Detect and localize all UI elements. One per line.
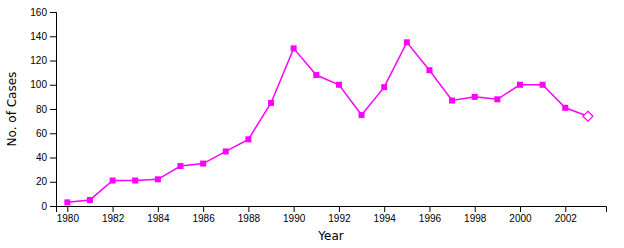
point — [359, 112, 365, 118]
y-axis: 0 20 40 60 80 100 120 140 160 — [30, 7, 56, 212]
y-tick: 120 — [30, 55, 56, 66]
point — [472, 94, 478, 100]
point — [562, 105, 568, 111]
x-tick: 1996 — [419, 206, 442, 224]
line — [67, 42, 588, 202]
x-tick-mark — [520, 206, 521, 212]
y-tick-label: 20 — [36, 176, 48, 187]
x-tick-mark — [203, 206, 204, 212]
y-tick-label: 80 — [36, 104, 48, 115]
x-tick: 1982 — [102, 206, 125, 224]
point — [404, 39, 410, 45]
y-tick-mark — [50, 206, 56, 207]
x-tick-label: 1992 — [328, 213, 351, 224]
x-tick-label: 1994 — [374, 213, 397, 224]
y-tick-label: 0 — [41, 201, 47, 212]
y-tick: 40 — [36, 152, 56, 163]
point — [540, 82, 546, 88]
y-tick-label: 100 — [30, 79, 47, 90]
y-tick-mark — [50, 36, 56, 37]
point — [494, 96, 500, 102]
y-tick-label: 40 — [36, 152, 48, 163]
x-tick: 1984 — [147, 206, 170, 224]
point — [245, 136, 251, 142]
y-tick-label: 120 — [30, 55, 47, 66]
x-axis-line — [57, 207, 607, 213]
y-tick: 160 — [30, 7, 56, 18]
y-tick-label: 140 — [30, 31, 47, 42]
x-tick: 1988 — [238, 206, 261, 224]
x-tick-label: 1984 — [147, 213, 170, 224]
point — [268, 100, 274, 106]
x-tick: 1994 — [374, 206, 397, 224]
x-tick-label: 1996 — [419, 213, 442, 224]
x-tick: 1998 — [464, 206, 487, 224]
x-tick-label: 1990 — [283, 213, 306, 224]
y-tick-mark — [50, 158, 56, 159]
x-tick-mark — [67, 206, 68, 212]
y-axis-line — [50, 13, 57, 207]
x-axis: 1980 1982 1984 1986 1988 1990 1992 1994 1996 1998… — [57, 206, 607, 224]
point — [583, 111, 593, 121]
x-tick: 1990 — [283, 206, 306, 224]
y-tick: 20 — [36, 176, 56, 187]
x-tick-mark — [339, 206, 340, 212]
x-tick-label: 1980 — [57, 213, 80, 224]
x-tick: 2000 — [509, 206, 532, 224]
point — [517, 82, 523, 88]
point — [313, 72, 319, 78]
x-tick: 1992 — [328, 206, 351, 224]
y-tick: 60 — [36, 128, 56, 139]
y-tick-mark — [50, 12, 56, 13]
point — [200, 161, 206, 167]
x-tick-mark — [113, 206, 114, 212]
y-tick-label: 60 — [36, 128, 48, 139]
point — [426, 67, 432, 73]
x-tick-mark — [248, 206, 249, 212]
marks — [64, 39, 593, 205]
x-tick-mark — [475, 206, 476, 212]
y-axis-title: No. of Cases — [5, 72, 19, 147]
y-tick: 0 — [41, 201, 56, 212]
y-tick-mark — [50, 85, 56, 86]
x-tick-mark — [158, 206, 159, 212]
x-tick-label: 1988 — [238, 213, 261, 224]
x-tick-label: 2000 — [509, 213, 532, 224]
x-tick: 2002 — [555, 206, 578, 224]
x-tick: 1986 — [192, 206, 215, 224]
point — [132, 178, 138, 184]
point — [87, 197, 93, 203]
x-tick-mark — [294, 206, 295, 212]
x-tick-label: 1982 — [102, 213, 125, 224]
point — [177, 163, 183, 169]
x-tick-label: 1998 — [464, 213, 487, 224]
point — [381, 84, 387, 90]
point — [223, 148, 229, 154]
plot: 1980 1982 1984 1986 1988 1990 1992 1994 1996 1998… — [5, 7, 607, 243]
chart: 1980 1982 1984 1986 1988 1990 1992 1994 1996 1998… — [0, 0, 624, 248]
point — [110, 178, 116, 184]
point — [291, 45, 297, 51]
y-tick-mark — [50, 109, 56, 110]
y-tick-mark — [50, 182, 56, 183]
y-tick-mark — [50, 133, 56, 134]
y-tick-mark — [50, 61, 56, 62]
x-tick: 1980 — [57, 206, 80, 224]
x-tick-mark — [384, 206, 385, 212]
point — [64, 199, 70, 205]
point — [336, 82, 342, 88]
point — [449, 98, 455, 104]
y-tick: 140 — [30, 31, 56, 42]
y-tick: 80 — [36, 104, 56, 115]
x-tick-label: 1986 — [192, 213, 215, 224]
x-tick-mark — [429, 206, 430, 212]
y-tick-label: 160 — [30, 7, 47, 18]
x-tick-mark — [565, 206, 566, 212]
y-tick: 100 — [30, 79, 56, 90]
point — [155, 176, 161, 182]
x-axis-title: Year — [317, 229, 343, 243]
x-tick-label: 2002 — [555, 213, 578, 224]
